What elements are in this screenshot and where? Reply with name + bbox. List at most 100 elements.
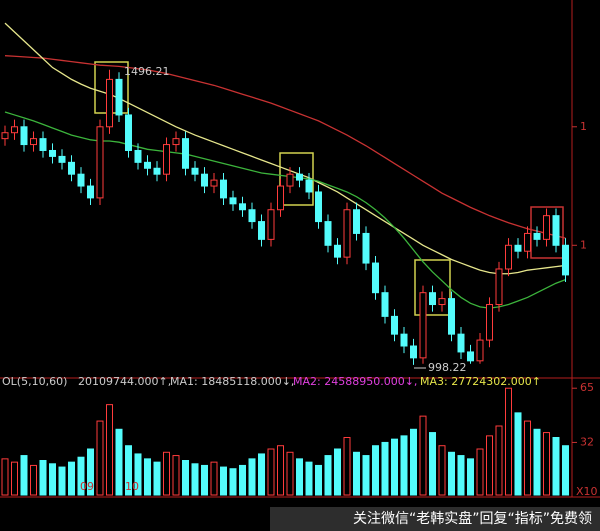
candle-body [381,292,389,317]
candle-body [353,209,360,234]
volume-bar [144,458,151,496]
volume-unit: X10 [576,485,598,498]
volume-bar [343,437,351,496]
candle-body [125,114,132,151]
moving-average [4,22,566,275]
candle-body [467,351,474,362]
candle-body [115,78,123,116]
candle-body [562,244,569,276]
volume-bar [210,461,218,496]
volume-bar [49,463,56,496]
volume-bar [410,428,417,496]
candle-body [505,244,512,270]
volume-bar [77,456,85,496]
volume-bar [125,445,132,496]
candle-body [20,126,28,146]
highlight-box [530,206,564,259]
moving-average [4,55,566,239]
candle-body [30,138,37,146]
volume-bar [438,445,446,496]
volume-bar [172,455,180,496]
volume-bar [381,441,389,496]
volume-bar [467,458,474,496]
volume-bar [267,448,275,496]
volume-bar [400,435,408,496]
volume-bar [201,464,208,496]
candle-body [362,232,370,264]
candle-body [87,185,94,199]
volume-bar [248,458,256,496]
y-tick-label: 1 [580,238,587,251]
volume-header: OL(5,10,60) [2,375,67,388]
volume-bar [524,420,531,496]
candle-body [305,179,313,193]
volume-bar [134,453,142,496]
candle-body [277,185,284,211]
candle-body [68,161,75,175]
volume-header: MA3: 27724302.000↑ [420,375,541,388]
volume-bar [315,464,322,496]
volume-bar [552,437,560,496]
candle-body [229,197,237,205]
volume-bar [448,451,455,496]
high-label: 1496.21 [124,65,170,78]
volume-bar [286,451,294,496]
candle-body [49,149,56,157]
candle-body [163,144,170,175]
volume-bar [163,451,170,496]
candle-body [239,203,246,211]
candle-body [58,155,66,163]
volume-tick-label: 65 [580,381,594,394]
volume-bar [191,463,199,496]
volume-bar [419,415,427,496]
volume-bar [20,455,28,496]
candle-body [172,138,180,146]
volume-header: MA1: 18485118.000↓, [170,375,294,388]
candle-body [144,161,151,169]
volume-bar [153,461,161,496]
candle-body [96,126,104,199]
volume-bar [391,438,398,496]
volume-bar [87,448,94,496]
volume-bar [324,455,332,496]
candle-body [153,167,161,175]
volume-bar [229,468,237,496]
volume-bar [495,425,503,496]
candle-body [315,191,322,223]
candle-body [372,262,379,294]
candle-body [11,126,18,134]
candle-body [258,221,265,240]
volume-bar [476,448,484,496]
candle-body [334,244,341,258]
volume-bar [115,428,123,496]
volume-header: 20109744.000↑, [78,375,171,388]
candle-body [438,298,446,306]
volume-bar [486,435,493,496]
candle-body [106,78,113,128]
volume-bar [505,387,512,496]
volume-bar [39,460,47,496]
volume-bar [96,420,104,496]
candle-body [324,221,332,246]
volume-bar [277,445,284,496]
watermark-bg [270,507,600,531]
volume-tick-label: 32 [580,435,594,448]
volume-bar [372,445,379,496]
volume-bar [429,432,436,496]
volume-bar [514,412,522,496]
candle-body [286,173,294,187]
candle-body [39,138,47,151]
volume-bar [30,464,37,496]
candle-body [514,244,522,252]
candle-body [343,209,351,258]
candle-body [495,268,503,306]
volume-bar [334,448,341,496]
volume-bar [58,466,66,496]
candle-body [134,149,142,163]
candle-body [524,232,531,252]
candle-body [543,215,550,240]
volume-bar [543,432,550,496]
candle-body [457,333,465,353]
watermark: 关注微信“老韩实盘”回复“指标”免费领 [353,510,592,527]
